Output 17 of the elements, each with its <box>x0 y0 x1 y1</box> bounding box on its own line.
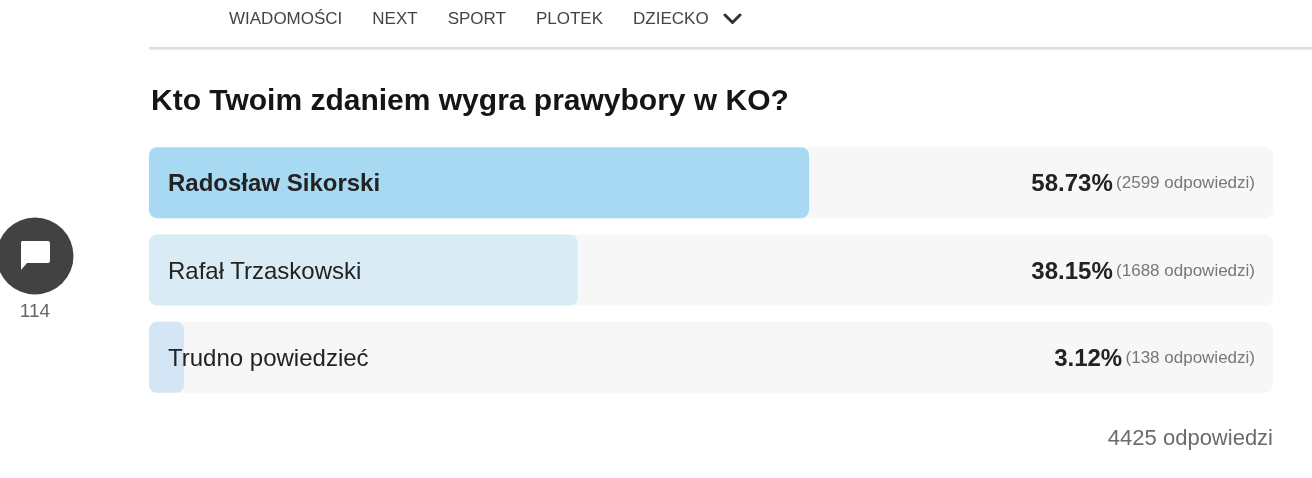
text: WIADOMOŚCI <box>229 9 343 29</box>
text: NEXT <box>372 9 418 29</box>
y-tick-label: Trudno powiedzieć <box>168 343 369 371</box>
data-label: 58.73% <box>1031 169 1113 197</box>
y-tick-label: Rafał Trzaskowski <box>168 256 362 284</box>
annotation: (2599 odpowiedzi) <box>1116 173 1255 193</box>
text: SPORT <box>447 9 506 29</box>
annotation: (1688 odpowiedzi) <box>1116 260 1255 280</box>
text: 114 <box>18 300 52 322</box>
chart-title: Kto Twoim zdaniem wygra prawybory w KO? <box>151 82 789 116</box>
annotation: (138 odpowiedzi) <box>1125 347 1255 367</box>
text: DZIECKO <box>633 9 709 29</box>
y-tick-label: Radosław Sikorski <box>168 169 381 197</box>
data-label: 38.15% <box>1031 256 1113 284</box>
text: PLOTEK <box>535 9 604 29</box>
text: 4425 odpowiedzi <box>1107 424 1274 450</box>
data-label: 3.12% <box>1054 343 1123 371</box>
